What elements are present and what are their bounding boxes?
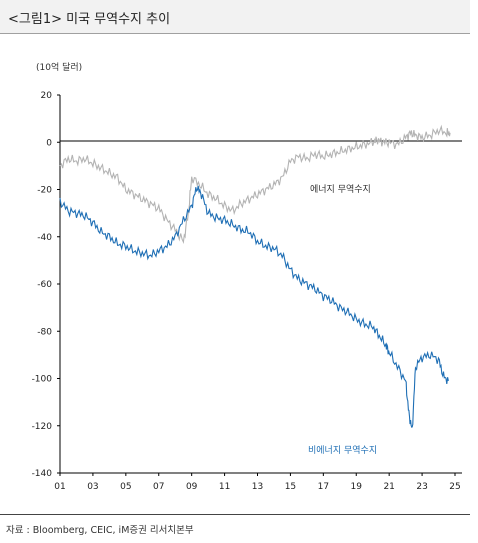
y-tick-label: -80 <box>37 327 52 337</box>
footer-rule <box>0 514 470 515</box>
trade-balance-chart: 20 0 -20 -40 -60 -80 -100 -120 -140 01 03 05 07 09 11… <box>32 91 462 492</box>
x-tick-label: 13 <box>252 482 263 492</box>
x-tick-label: 17 <box>318 482 329 492</box>
source-note: 자료 : Bloomberg, CEIC, iM증권 리서치본부 <box>6 525 194 536</box>
series-line-energy <box>59 124 451 244</box>
y-tick-label: -60 <box>37 280 52 290</box>
x-tick-label: 07 <box>153 482 164 492</box>
series-lines <box>59 124 451 428</box>
y-tick-labels: 20 0 -20 -40 -60 -80 -100 -120 -140 <box>32 91 60 479</box>
y-tick-label: 20 <box>41 91 53 101</box>
y-tick-label: -40 <box>37 233 52 243</box>
y-tick-label: -140 <box>32 469 53 479</box>
figure-title: <그림1> 미국 무역수지 추이 <box>0 0 470 34</box>
x-tick-label: 23 <box>416 482 427 492</box>
y-tick-label: -120 <box>32 422 53 432</box>
series-label-nonenergy: 비에너지 무역수지 <box>308 445 377 456</box>
series-line-nonenergy <box>59 185 449 428</box>
x-tick-label: 19 <box>351 482 363 492</box>
y-tick-label: -20 <box>37 186 52 196</box>
x-tick-label: 15 <box>285 482 296 492</box>
series-label-energy: 에너지 무역수지 <box>310 184 371 195</box>
x-tick-label: 25 <box>449 482 460 492</box>
x-tick-label: 11 <box>219 482 230 492</box>
y-tick-label: -100 <box>32 375 53 385</box>
y-tick-label: 0 <box>46 138 52 148</box>
unit-label: (10억 달러) <box>36 63 83 73</box>
x-tick-label: 09 <box>186 482 198 492</box>
x-tick-labels: 01 03 05 07 09 11 13 15 17 19 21 23 25 <box>54 473 461 492</box>
x-tick-label: 03 <box>87 482 98 492</box>
x-tick-label: 05 <box>120 482 131 492</box>
x-tick-label: 01 <box>54 482 65 492</box>
x-tick-label: 21 <box>383 482 394 492</box>
